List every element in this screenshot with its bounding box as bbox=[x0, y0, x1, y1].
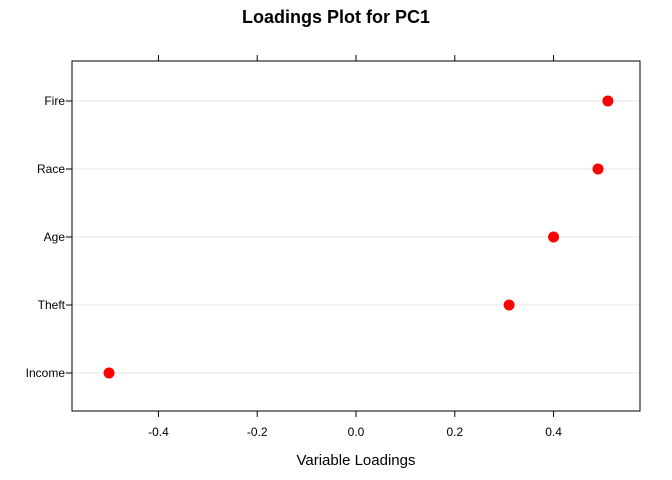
y-tick-label-fire: Fire bbox=[44, 94, 65, 108]
point-race bbox=[592, 163, 604, 175]
x-tick-label: 0.0 bbox=[348, 425, 365, 439]
y-axis: Income Theft Age Race Fire bbox=[26, 94, 72, 380]
x-tick-label: 0.4 bbox=[545, 425, 562, 439]
y-tick-label-theft: Theft bbox=[38, 298, 66, 312]
point-fire bbox=[602, 95, 614, 107]
y-tick-label-income: Income bbox=[26, 366, 66, 380]
gridlines bbox=[72, 100, 640, 374]
point-income bbox=[103, 367, 115, 379]
data-points bbox=[103, 95, 614, 379]
x-tick-label: -0.4 bbox=[148, 425, 169, 439]
x-axis-title: Variable Loadings bbox=[297, 452, 416, 469]
x-tick-label: 0.2 bbox=[446, 425, 463, 439]
chart-title: Loadings Plot for PC1 bbox=[242, 7, 430, 27]
y-tick-label-race: Race bbox=[37, 162, 65, 176]
point-theft bbox=[503, 299, 515, 311]
y-tick-label-age: Age bbox=[44, 230, 66, 244]
point-age bbox=[548, 231, 560, 243]
x-tick-label: -0.2 bbox=[247, 425, 268, 439]
x-axis: -0.4 -0.2 0.0 0.2 0.4 bbox=[148, 55, 562, 439]
